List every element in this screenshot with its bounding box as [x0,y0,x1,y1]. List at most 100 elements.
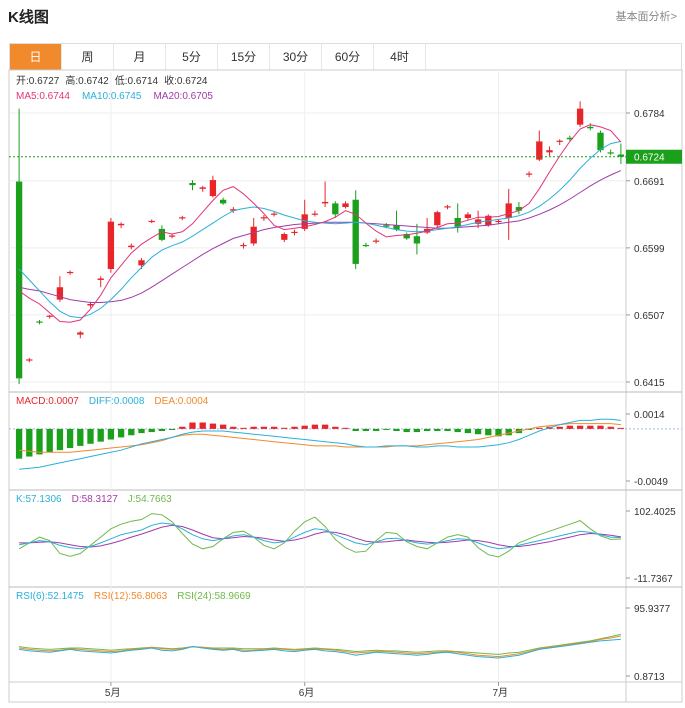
kdj-j-line [18,513,621,558]
candle-body [587,126,594,129]
tab-2[interactable]: 月 [114,44,166,70]
macd-diff-label: DIFF: [89,396,114,407]
candle-body [444,206,451,208]
candle-body [485,215,492,226]
ohlc-close-value: 0.6724 [177,76,208,87]
candle-body [434,212,441,226]
ma20-line [18,170,622,303]
candle-body [393,225,400,230]
macd-bar [434,428,441,432]
candle-body [464,214,472,218]
candle-body [209,180,217,197]
candle-body [495,220,502,223]
macd-bar [230,426,237,429]
candle-body [36,321,43,323]
candle-body [536,141,543,160]
candle-body [311,213,319,215]
tab-3[interactable]: 5分 [166,44,218,70]
macd-bar [219,424,227,429]
macd-bar [199,422,206,429]
macd-bar [179,426,186,429]
candle-body [77,332,84,335]
candle-body [158,228,166,240]
page-header: K线图 基本面分析> [0,0,685,30]
candle-body [128,245,135,248]
macd-tick-label-0: 0.0014 [634,410,665,421]
candle-body [117,223,125,226]
rsi24-value: 58.9669 [214,591,251,602]
macd-bar [26,428,33,457]
macd-bar [413,428,421,433]
ma20-value: 0.6705 [182,91,213,102]
macd-macd-label: MACD: [16,396,48,407]
candle-body [474,219,482,224]
candle-body [199,187,206,189]
last-price-label: 0.6724 [634,153,665,164]
candle-body [26,359,33,361]
chart-frame [8,69,683,703]
ma5-label: MA5: [16,91,39,102]
candle-body [332,203,339,215]
macd-bar [321,424,329,429]
macd-bar [281,427,288,429]
macd-bar [128,428,135,436]
macd-bar [36,428,43,455]
macd-bar [66,428,74,449]
kdj-d-value: 58.3127 [82,494,119,505]
ma5-value: 0.6744 [39,91,70,102]
tab-6[interactable]: 60分 [322,44,374,70]
candle-body [107,221,115,270]
price-tick-label-1: 0.6691 [634,177,665,188]
ohlc-low-value: 0.6714 [128,76,159,87]
macd-bar [342,427,349,429]
kdj-tick-label-1: -11.7367 [634,574,673,585]
tab-0[interactable]: 日 [10,44,62,70]
macd-bar [556,426,563,429]
fundamental-analysis-link[interactable]: 基本面分析> [615,11,677,23]
candle-body [46,315,53,317]
macd-bar [209,423,217,429]
candle-body [219,199,227,204]
candle-body [250,226,257,244]
ohlc-close-label: 收: [164,74,177,87]
month-label-0: 5月 [105,687,121,699]
candle-body [138,260,145,266]
month-label-1: 6月 [299,687,315,699]
kdj-tick-label-0: 102.4025 [634,507,676,518]
ohlc-open-value: 0.6727 [29,76,60,87]
macd-bar [260,426,268,429]
macd-bar [107,428,115,440]
tab-1[interactable]: 周 [62,44,114,70]
macd-bar [495,428,502,437]
macd-bar [393,428,400,432]
ohlc-high-value: 0.6742 [78,76,109,87]
candle-body [515,207,523,211]
kdj-k-line [19,522,621,550]
candle-body [87,303,94,306]
macd-bar [617,427,625,429]
macd-bar [607,426,614,429]
candle-body [168,235,176,237]
tab-5[interactable]: 30分 [270,44,322,70]
ma5-line [18,124,622,323]
macd-bar [250,426,257,429]
candle-body [281,234,288,240]
candle-body [148,220,155,223]
candle-body [383,225,390,227]
macd-bar [454,428,461,433]
macd-bar [474,428,482,435]
kdj-j-label: J: [128,494,136,505]
candle-body [189,182,196,186]
tab-7[interactable]: 4时 [374,44,426,70]
ma10-value: 0.6745 [111,91,142,102]
candle-body [362,244,370,247]
macd-bar [536,427,543,429]
tab-4[interactable]: 15分 [218,44,270,70]
macd-bar [566,425,574,429]
candle-body [66,271,74,274]
macd-bar [352,428,359,432]
candle-body [525,173,533,175]
kdj-j-value: 54.7663 [136,494,173,505]
macd-bar [240,427,247,429]
